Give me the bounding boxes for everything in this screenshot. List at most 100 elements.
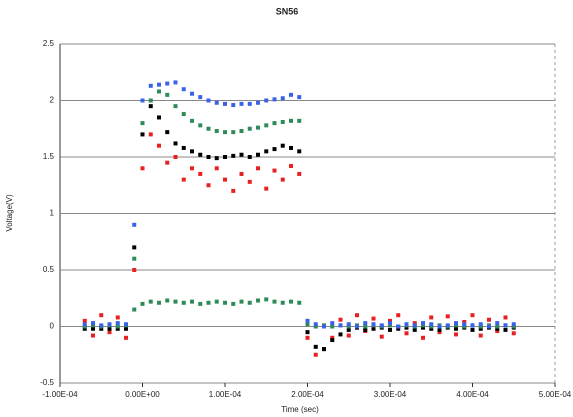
data-point (330, 321, 335, 326)
data-point (322, 324, 326, 329)
data-point (305, 330, 310, 335)
data-point (247, 155, 252, 159)
data-point (82, 318, 87, 323)
y-tick-label: 0.5 (43, 265, 55, 274)
data-point (148, 98, 153, 103)
data-point (495, 321, 500, 326)
data-point (239, 152, 244, 157)
data-point (157, 82, 161, 87)
data-point (165, 81, 170, 86)
data-point (421, 321, 425, 326)
data-point (346, 324, 351, 329)
data-point (181, 177, 186, 182)
data-point (173, 155, 178, 159)
data-point (313, 322, 318, 327)
data-point (429, 324, 434, 329)
data-point (363, 324, 368, 329)
data-point (272, 97, 277, 102)
data-point (470, 327, 475, 332)
data-point (181, 145, 186, 150)
data-point (190, 299, 194, 304)
data-point (454, 321, 458, 326)
y-tick-label: 0 (50, 322, 55, 331)
data-point (206, 155, 211, 159)
x-tick-label: 3.00E-04 (374, 390, 407, 399)
data-point (256, 100, 260, 105)
data-point (173, 299, 178, 304)
data-point (173, 80, 178, 85)
data-point (181, 87, 186, 92)
data-point (503, 327, 508, 332)
data-point (478, 324, 483, 329)
data-point (231, 188, 236, 193)
y-axis-label: Voltage(V) (5, 194, 14, 232)
data-point (437, 330, 442, 335)
chart-title: SN56 (276, 6, 299, 16)
data-point (487, 324, 491, 329)
data-point (165, 298, 170, 303)
data-point (247, 300, 252, 305)
data-point (511, 331, 516, 336)
data-point (91, 326, 95, 331)
data-point (297, 95, 302, 100)
data-point (231, 103, 236, 108)
data-point (503, 315, 508, 320)
data-point (181, 300, 186, 305)
data-point (305, 335, 310, 340)
data-point (264, 98, 269, 103)
data-point (115, 315, 120, 320)
data-point (91, 323, 95, 328)
data-point (157, 115, 161, 120)
data-point (280, 119, 285, 124)
data-point (272, 121, 277, 126)
data-point (412, 327, 417, 332)
data-point (462, 319, 467, 324)
data-point (140, 98, 145, 103)
data-point (115, 321, 120, 326)
data-point (421, 323, 425, 328)
data-point (388, 318, 392, 323)
data-point (478, 333, 483, 338)
data-point (107, 330, 112, 335)
data-point (165, 92, 170, 97)
data-point (272, 168, 277, 173)
data-point (289, 118, 293, 123)
data-point (157, 89, 161, 94)
data-point (140, 166, 145, 171)
data-point (495, 329, 500, 334)
data-point (181, 112, 186, 117)
data-point (206, 183, 211, 188)
data-point (214, 100, 219, 105)
data-point (478, 326, 483, 331)
data-point (148, 104, 153, 109)
data-point (388, 323, 392, 328)
y-tick-label: 1 (50, 209, 55, 218)
data-point (198, 95, 203, 100)
data-point (99, 313, 104, 318)
x-tick-label: -1.00E-04 (42, 390, 78, 399)
data-point (388, 321, 392, 326)
data-point (99, 326, 104, 331)
data-point (214, 129, 219, 134)
data-point (198, 171, 203, 176)
data-point (140, 121, 145, 126)
data-point (198, 152, 203, 157)
data-point (272, 299, 277, 304)
data-point (190, 91, 194, 96)
data-point (454, 323, 458, 328)
data-point (462, 324, 467, 329)
data-point (115, 324, 120, 329)
data-point (223, 155, 227, 159)
data-point (206, 126, 211, 131)
data-point (404, 322, 409, 327)
data-point (91, 333, 95, 338)
data-point (132, 245, 137, 250)
data-point (396, 324, 401, 329)
data-point (247, 179, 252, 184)
data-point (280, 96, 285, 101)
data-point (99, 323, 104, 328)
data-point (132, 268, 137, 272)
data-point (396, 313, 401, 318)
data-point (223, 130, 227, 135)
data-point (214, 166, 219, 171)
